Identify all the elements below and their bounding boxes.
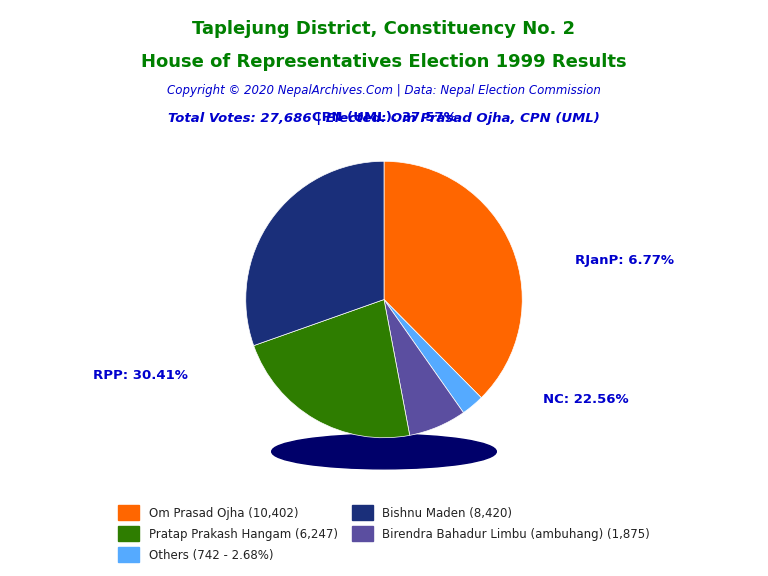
Text: Total Votes: 27,686 | Elected: Om Prasad Ojha, CPN (UML): Total Votes: 27,686 | Elected: Om Prasad…	[168, 112, 600, 126]
Legend: Om Prasad Ojha (10,402), Pratap Prakash Hangam (6,247), Others (742 - 2.68%), Bi: Om Prasad Ojha (10,402), Pratap Prakash …	[113, 501, 655, 567]
Text: House of Representatives Election 1999 Results: House of Representatives Election 1999 R…	[141, 53, 627, 71]
Wedge shape	[384, 161, 522, 397]
Wedge shape	[253, 300, 409, 438]
Text: NC: 22.56%: NC: 22.56%	[543, 393, 628, 406]
Text: RPP: 30.41%: RPP: 30.41%	[93, 369, 187, 382]
Text: CPN (UML): 37.57%: CPN (UML): 37.57%	[312, 111, 456, 123]
Wedge shape	[384, 300, 463, 435]
Wedge shape	[384, 300, 482, 412]
Text: Copyright © 2020 NepalArchives.Com | Data: Nepal Election Commission: Copyright © 2020 NepalArchives.Com | Dat…	[167, 84, 601, 97]
Wedge shape	[246, 161, 384, 346]
Ellipse shape	[272, 434, 496, 469]
Text: RJanP: 6.77%: RJanP: 6.77%	[574, 255, 674, 267]
Text: Taplejung District, Constituency No. 2: Taplejung District, Constituency No. 2	[193, 20, 575, 38]
